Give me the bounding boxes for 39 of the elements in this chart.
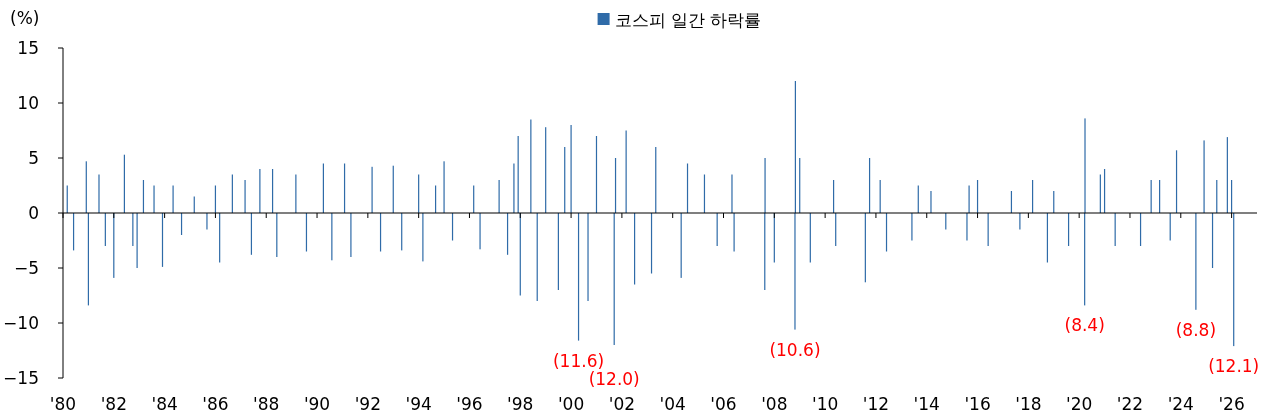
x-tick-label: '86 (202, 394, 229, 414)
legend: 코스피 일간 하락률 (597, 10, 762, 30)
x-tick-label: '88 (253, 394, 280, 414)
x-tick-label: '10 (811, 394, 839, 414)
x-tick-label: '92 (354, 394, 382, 414)
x-tick-label: '26 (1218, 394, 1245, 414)
annotation: (12.1) (1208, 356, 1260, 377)
annotation: (11.6) (552, 350, 605, 371)
x-tick-label: '94 (405, 394, 432, 414)
x-tick-label: '24 (1167, 394, 1194, 414)
x-tick-label: '14 (913, 394, 940, 414)
y-tick-label: 0 (28, 203, 39, 223)
x-tick-label: '84 (151, 394, 178, 414)
x-tick-label: '18 (1015, 394, 1042, 414)
x-tick-label: '22 (1116, 394, 1144, 414)
x-tick-label: '12 (862, 394, 890, 414)
y-tick-label: −5 (13, 258, 39, 278)
x-tick-label: '16 (964, 394, 991, 414)
x-tick-label: '90 (303, 394, 331, 414)
annotation: (8.8) (1175, 319, 1217, 340)
x-tick-label: '00 (557, 394, 585, 414)
x-tick-label: '04 (659, 394, 686, 414)
y-tick-label: 5 (28, 148, 39, 168)
y-tick-label: −10 (3, 313, 39, 333)
annotation: (12.0) (588, 368, 640, 389)
x-tick-label: '80 (49, 394, 77, 414)
y-tick-label: 10 (17, 93, 39, 113)
x-tick-label: '82 (100, 394, 127, 414)
x-tick-label: '06 (710, 394, 737, 414)
y-axis-title: (%) (10, 8, 40, 28)
x-tick-label: '20 (1066, 394, 1093, 414)
y-tick-label: −15 (3, 368, 39, 388)
x-tick-label: '02 (608, 394, 636, 414)
y-tick-label: 15 (17, 38, 39, 58)
x-tick-label: '98 (507, 394, 534, 414)
x-tick-label: '96 (456, 394, 483, 414)
x-tick-label: '08 (761, 394, 788, 414)
annotation: (8.4) (1064, 315, 1105, 336)
annotation: (10.6) (769, 339, 821, 360)
